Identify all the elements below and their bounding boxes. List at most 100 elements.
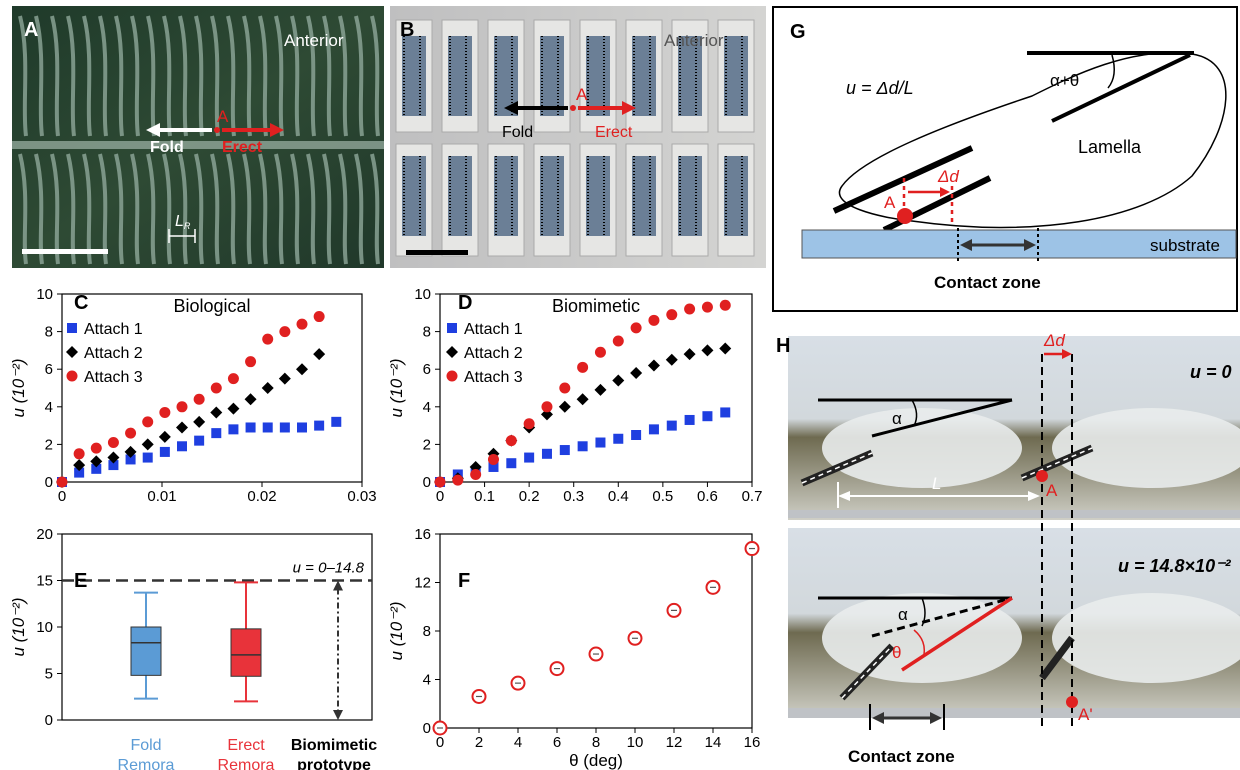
data-point [142,452,153,463]
y-tick-label: 10 [36,619,53,636]
y-tick-label: 0 [423,720,431,737]
data-point [296,318,308,330]
x-tick-label: 0.5 [652,488,673,502]
data-point [176,421,188,434]
data-point [107,451,120,464]
category-label: Remora [118,757,175,770]
data-point [90,455,103,468]
legend-marker [446,370,458,382]
data-point [142,416,154,428]
data-point [245,422,256,433]
y-tick-label: 0 [423,474,431,491]
legend-label: Attach 2 [84,345,143,362]
y-tick-label: 20 [36,526,53,543]
data-point [279,326,291,338]
panel-g-schematic: G u = Δd/L α+θ Lamella substrate A Δd Co… [772,6,1238,312]
data-point [594,383,607,396]
legend-label: Attach 1 [464,321,523,338]
panel-letter-d: D [458,292,473,314]
data-point [278,372,291,385]
panel-b-photo: B Anterior A Fold Erect [390,6,766,268]
data-point [487,453,499,465]
category-label: Biomimetic [291,737,377,754]
y-tick-label: 4 [423,399,431,416]
legend-label: Attach 3 [464,369,523,386]
x-tick-label: 10 [627,734,644,751]
data-point [227,373,239,385]
data-point [107,437,119,449]
data-point [595,437,606,448]
remora-lamellae [18,15,380,265]
data-point [665,353,678,366]
label-u-max: u = 14.8×10⁻² [1118,556,1232,576]
data-point [683,348,696,361]
plot-frame [439,533,753,729]
y-axis-label: u (10⁻²) [9,597,28,656]
data-point [279,422,290,433]
plot-frame [439,293,753,483]
label-anterior: Anterior [284,31,344,50]
data-point [331,416,342,427]
data-point [719,299,731,311]
label-point-a: A [1046,481,1058,500]
data-point [470,468,482,480]
data-point [720,407,731,418]
y-tick-label: 0 [45,474,53,491]
scale-bar [22,249,108,254]
data-point [684,414,695,425]
plot-frame [61,293,363,483]
y-tick-label: 12 [414,575,431,592]
x-tick-label: 0.4 [608,488,629,502]
point-a-prime-marker [1066,696,1078,708]
data-point [244,393,257,406]
label-delta-d: Δd [937,167,959,186]
data-point [194,435,205,446]
panel-letter-a: A [24,19,38,41]
label-u-zero: u = 0 [1190,362,1232,382]
panel-a-photo: A Anterior A Fold Erect LR [12,6,384,268]
legend-marker [446,346,458,358]
label-contact-zone: Contact zone [848,747,955,766]
x-tick-label: 4 [514,734,522,751]
category-label: Fold [130,737,161,754]
label-point-a: A [576,85,588,104]
data-point [702,411,713,422]
data-point [56,476,68,488]
original-line-bottom [871,596,1013,638]
y-tick-label: 16 [414,526,431,543]
inclined-line [1051,53,1191,123]
data-point [559,445,570,456]
x-tick-label: 0 [58,488,66,502]
data-point [701,301,713,313]
y-tick-label: 6 [423,361,431,378]
data-point [506,458,517,469]
data-point [193,393,205,405]
y-axis-label: u (10⁻²) [9,358,28,417]
x-tick-label: 8 [592,734,600,751]
scale-bar [406,250,468,255]
x-tick-label: 0.3 [563,488,584,502]
midline [12,141,384,149]
x-tick-label: 0.01 [147,488,176,502]
data-point [488,461,499,472]
point-a-marker [214,127,220,133]
legend-label: Attach 2 [464,345,523,362]
data-point [558,400,571,413]
lamella-outline [838,52,1227,229]
y-tick-label: 4 [45,399,53,416]
label-point-a: A [884,193,896,212]
panel-letter-c: C [74,292,89,314]
x-tick-label: 0.6 [697,488,718,502]
label-point-a: A [217,107,229,126]
legend-marker [66,346,78,358]
biomimetic-lamellae [395,19,755,257]
data-point [177,441,187,452]
data-point [210,382,222,394]
data-point [297,422,307,433]
data-point [666,309,678,321]
data-point [594,346,606,358]
data-point [613,433,624,444]
x-tick-label: 16 [744,734,761,751]
data-point [434,476,446,488]
data-point [314,420,325,431]
